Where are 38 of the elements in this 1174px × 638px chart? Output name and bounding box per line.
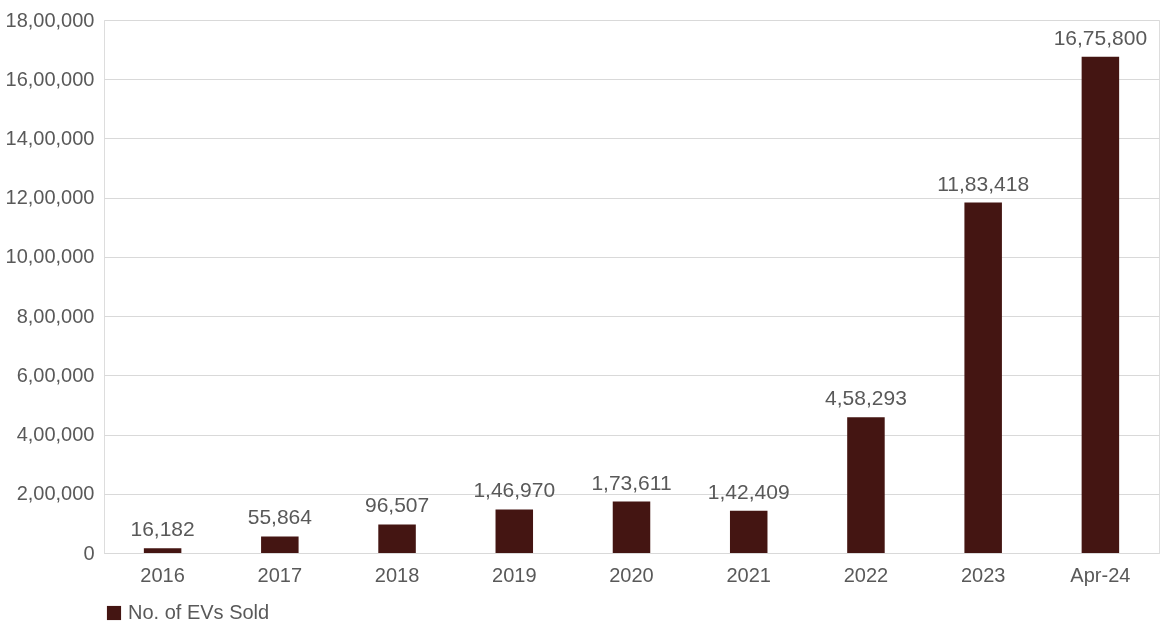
y-tick-label: 0	[83, 541, 95, 564]
bar	[847, 417, 885, 553]
legend-label: No. of EVs Sold	[128, 601, 270, 623]
x-tick-label: 2017	[257, 563, 303, 586]
data-label: 16,182	[130, 517, 195, 541]
y-tick-label: 6,00,000	[16, 363, 95, 386]
bar	[612, 501, 651, 553]
bar	[143, 548, 182, 553]
data-label: 96,507	[364, 493, 430, 517]
x-tick-label: 2022	[843, 563, 889, 586]
data-label: 55,864	[247, 505, 313, 529]
bar	[1081, 56, 1120, 553]
y-tick-label: 4,00,000	[16, 423, 95, 446]
data-label: 1,73,611	[591, 470, 672, 494]
data-label: 1,42,409	[707, 479, 790, 503]
bar	[378, 524, 416, 553]
data-label: 4,58,293	[825, 386, 907, 410]
y-tick-label: 8,00,000	[16, 304, 95, 327]
y-tick-label: 2,00,000	[16, 482, 95, 505]
data-label: 16,75,800	[1053, 25, 1148, 49]
y-tick-label: 14,00,000	[5, 126, 95, 149]
data-label: 11,83,418	[937, 171, 1030, 195]
y-tick-label: 10,00,000	[5, 245, 95, 268]
y-tick-label: 18,00,000	[5, 8, 95, 31]
bar	[261, 536, 299, 553]
bar	[964, 202, 1002, 553]
x-tick-label: 2021	[726, 563, 771, 586]
bar	[729, 510, 768, 553]
x-tick-label: 2020	[609, 563, 654, 586]
x-tick-label: 2018	[374, 563, 420, 586]
x-tick-label: Apr-24	[1070, 563, 1131, 586]
data-label: 1,46,970	[473, 478, 556, 502]
y-tick-label: 16,00,000	[5, 67, 95, 90]
x-tick-label: 2023	[960, 563, 1006, 586]
y-tick-label: 12,00,000	[5, 186, 95, 209]
x-tick-label: 2016	[140, 563, 185, 586]
bar	[495, 509, 534, 553]
x-tick-label: 2019	[492, 563, 537, 586]
